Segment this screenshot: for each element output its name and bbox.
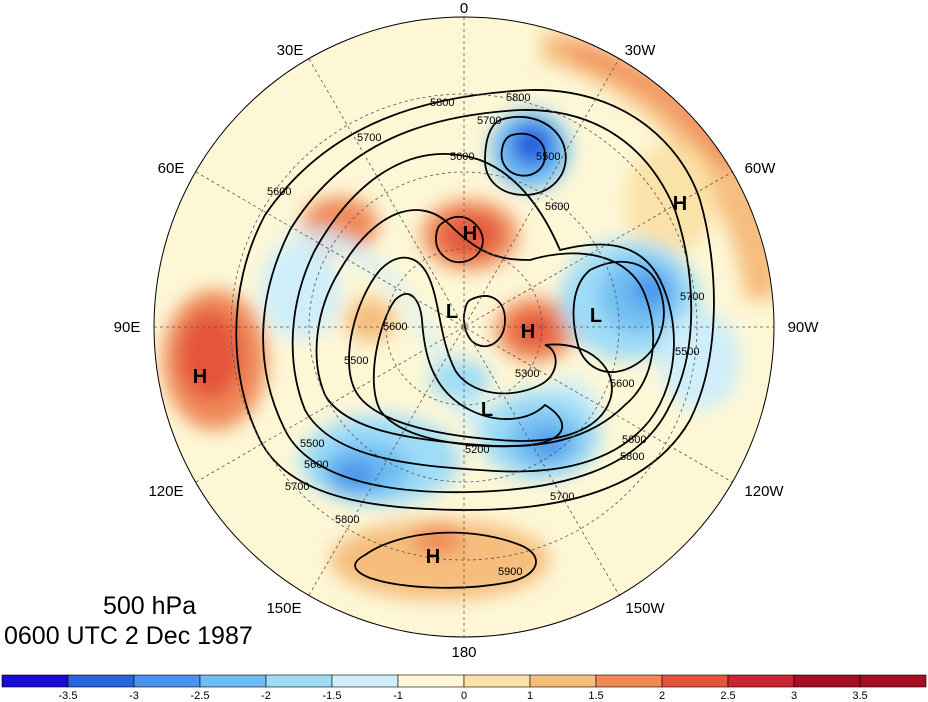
lon-label: 0 [460, 0, 468, 17]
lon-label: 180 [451, 644, 476, 661]
colorbar-tick-label: -3 [129, 690, 139, 702]
colorbar-tick-label: -3.5 [59, 690, 78, 702]
contour-label: 5700 [680, 291, 704, 303]
low-center: L [446, 301, 458, 323]
contour-label: 5700 [357, 132, 381, 144]
colorbar-swatch [1, 674, 69, 688]
lon-label: 90E [114, 319, 141, 336]
colorbar-swatch [595, 674, 663, 688]
high-center: H [193, 366, 207, 388]
colorbar-swatch [793, 674, 861, 688]
lon-label: 60E [158, 160, 185, 177]
contour-label: 5800 [335, 514, 359, 526]
pressure-centers: H H H H H L L L [193, 193, 687, 568]
time-title: 0600 UTC 2 Dec 1987 [4, 622, 253, 650]
colorbar-tick-label: 2 [659, 690, 665, 702]
contour-label: 5800 [620, 451, 644, 463]
contour-label: 5200 [465, 444, 489, 456]
colorbar-swatch [727, 674, 795, 688]
level-title: 500 hPa [103, 592, 197, 620]
colorbar-swatch [265, 674, 333, 688]
colorbar-swatch [199, 674, 267, 688]
colorbar-tick-label: 2.5 [720, 690, 735, 702]
contour-label: 5600 [610, 378, 634, 390]
lat-lon-grid [154, 17, 774, 637]
contour-label: 5600 [267, 186, 291, 198]
contour-label: 5800 [430, 97, 454, 109]
colorbar-tick-label: 1.5 [588, 690, 603, 702]
lon-label: 60W [745, 160, 777, 177]
colorbar-tick-label: 3.5 [852, 690, 867, 702]
colorbar-swatch [67, 674, 135, 688]
contour-label: 5700 [550, 491, 574, 503]
contour-label: 5500 [675, 346, 699, 358]
contour-label: 5800 [506, 92, 530, 104]
lon-label: 90W [788, 319, 820, 336]
contour-label: 5700 [477, 115, 501, 127]
contour-label: 5600 [545, 201, 569, 213]
lon-label: 120E [148, 483, 183, 500]
contour-label: 5600 [304, 459, 328, 471]
contour-label: 5600 [450, 151, 474, 163]
lon-label: 150E [266, 600, 301, 617]
colorbar-tick-label: -2 [261, 690, 271, 702]
contour-label: 5600 [622, 434, 646, 446]
contour-value-labels: 5800 5700 5600 5500 5600 5800 5700 5600 … [267, 92, 704, 578]
contour-label: 5500 [344, 355, 368, 367]
lon-label: 150W [625, 600, 665, 617]
contour-label: 5500 [300, 438, 324, 450]
high-center: H [426, 546, 440, 568]
map-boundary [153, 16, 775, 638]
colorbar-tick-label: -1.5 [323, 690, 342, 702]
low-center: L [481, 399, 493, 421]
colorbar-tick-label: 3 [791, 690, 797, 702]
low-center: L [590, 305, 602, 327]
colorbar-swatch [397, 674, 465, 688]
colorbar-tick-label: 1 [527, 690, 533, 702]
longitude-labels: 0 30E 60E 90E 120E 150E 180 150W 120W 90… [114, 0, 820, 661]
contour-label: 5300 [515, 368, 539, 380]
high-center: H [521, 321, 535, 343]
high-center: H [673, 193, 687, 215]
lon-label: 120W [744, 483, 784, 500]
colorbar-swatch [859, 674, 927, 688]
colorbar-swatch [463, 674, 531, 688]
colorbar-tick-label: 0 [461, 690, 467, 702]
colorbar-tick-label: -1 [393, 690, 403, 702]
contour-label: 5500 [536, 151, 560, 163]
colorbar-swatch [529, 674, 597, 688]
colorbar-swatch [661, 674, 729, 688]
contour-label: 5900 [498, 566, 522, 578]
colorbar-swatch [133, 674, 201, 688]
colorbar-swatch [331, 674, 399, 688]
lon-label: 30E [277, 42, 304, 59]
contour-label: 5700 [285, 481, 309, 493]
colorbar-tick-label: -2.5 [191, 690, 210, 702]
contour-label: 5600 [383, 321, 407, 333]
colorbar: -3.5 -3 -2.5 -2 -1.5 -1 0 1 1.5 2 2.5 3 3.5 [1, 674, 927, 702]
high-center: H [463, 223, 477, 245]
lon-label: 30W [625, 42, 657, 59]
